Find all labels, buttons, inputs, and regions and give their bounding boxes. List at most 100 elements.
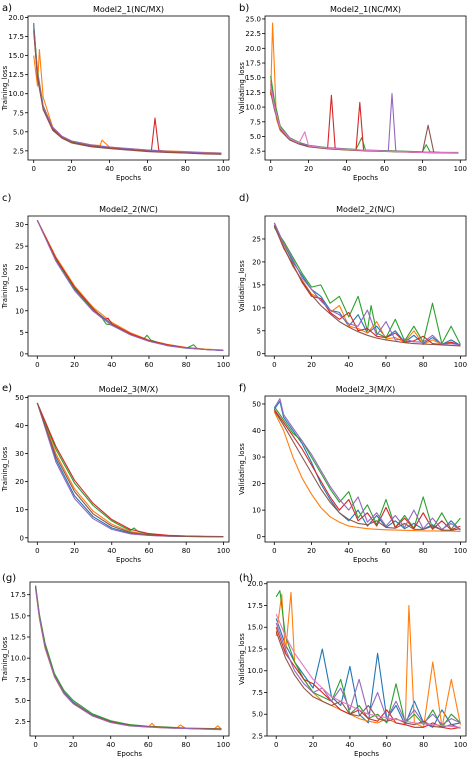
- y-tick-label: 50: [252, 400, 261, 408]
- y-tick-label: 50: [15, 394, 24, 402]
- chart-svg: 0 20 40 60 80 100 2.5 5.0 7.5 10.0 12.5 15.0 17.5 20.…: [238, 573, 467, 758]
- y-tick-label: 20: [252, 480, 261, 488]
- chart-title: Model2_3(M/X): [99, 385, 159, 394]
- series-line: [275, 618, 461, 728]
- x-tick-label: 0: [274, 741, 278, 749]
- x-tick-label: 80: [181, 165, 190, 173]
- series-line: [35, 586, 222, 730]
- series-line: [36, 402, 224, 538]
- x-tick-label: 80: [419, 547, 428, 555]
- x-tick-label: 100: [454, 165, 467, 173]
- x-axis-label: Epochs: [353, 556, 378, 564]
- x-tick-label: 20: [309, 741, 318, 749]
- x-tick-label: 60: [143, 165, 152, 173]
- x-tick-label: 80: [418, 165, 427, 173]
- y-tick-label: 17.5: [245, 60, 261, 68]
- chart-title: Model2_1(NC/MX): [330, 5, 401, 14]
- y-tick-label: 10.0: [245, 104, 261, 112]
- x-tick-label: 20: [67, 165, 76, 173]
- chart-svg: 0 20 40 60 80 100 0 10 20 30 40 50 Model2_3(M/X) Epoc…: [1, 383, 230, 564]
- y-tick-label: 20.0: [8, 14, 24, 22]
- x-tick-label: 20: [307, 361, 316, 369]
- x-axis-label: Epochs: [354, 750, 379, 758]
- plot-frame: [264, 15, 467, 161]
- series-line: [35, 587, 222, 730]
- x-tick-label: 0: [33, 741, 37, 749]
- y-tick-label: 15.0: [10, 612, 26, 620]
- x-tick-label: 60: [382, 361, 391, 369]
- chart-svg: 0 20 40 60 80 100 0 5 10 15 20 25 30 Model2_2(N/C) Tra…: [1, 193, 230, 369]
- y-tick-label: 22.5: [245, 30, 261, 38]
- x-tick-label: 0: [35, 361, 39, 369]
- y-tick-label: 12.5: [245, 89, 261, 97]
- chart-title: Model2_2(N/C): [99, 205, 158, 214]
- series-group: [33, 22, 222, 155]
- x-tick-label: 20: [70, 361, 79, 369]
- series-line: [270, 92, 459, 154]
- chart-svg: 0 20 40 60 80 100 2.5 5.0 7.5 10.0 12.5 15.0 17.5 20.…: [238, 3, 467, 182]
- series-line: [36, 402, 224, 538]
- x-tick-label: 80: [181, 741, 190, 749]
- y-tick-label: 5: [257, 327, 261, 335]
- chart-svg: 0 20 40 60 80 100 2.5 5.0 7.5 10.0 12.5 15.0 17.5 20.…: [1, 3, 230, 182]
- x-axis-label: Epochs: [116, 556, 141, 564]
- plot-frame: [264, 395, 467, 543]
- y-tick-label: 25.0: [245, 15, 261, 23]
- chart-panel-7: 0 20 40 60 80 100 2.5 5.0 7.5 10.0 12.5 15.0 17.5 20.…: [237, 570, 474, 760]
- series-group: [36, 220, 224, 352]
- x-tick-label: 0: [35, 547, 39, 555]
- panel-label: f): [239, 383, 247, 394]
- y-axis-label: Training_loss: [1, 65, 9, 111]
- x-tick-label: 60: [144, 741, 153, 749]
- series-group: [36, 402, 224, 538]
- y-tick-label: 10.0: [247, 667, 263, 675]
- y-tick-label: 2.5: [252, 733, 263, 741]
- y-tick-label: 20.0: [245, 45, 261, 53]
- y-tick-label: 20: [15, 478, 24, 486]
- x-tick-label: 60: [382, 741, 391, 749]
- plot-frame: [27, 215, 230, 357]
- plot-frame: [264, 215, 467, 357]
- y-axis-label: Validating_loss: [238, 260, 246, 312]
- y-tick-label: 7.5: [252, 689, 263, 697]
- series-line: [35, 588, 222, 730]
- y-tick-label: 10: [15, 506, 24, 514]
- panel-label: e): [2, 383, 12, 394]
- y-tick-label: 0: [257, 350, 261, 358]
- x-tick-label: 20: [304, 165, 313, 173]
- series-line: [36, 402, 224, 538]
- series-line: [36, 220, 224, 351]
- x-tick-label: 40: [106, 741, 115, 749]
- panel-label: a): [2, 3, 12, 14]
- panel-label: (h): [239, 573, 253, 584]
- panel-label: (g): [2, 573, 16, 584]
- x-tick-label: 0: [272, 361, 276, 369]
- series-line: [33, 28, 222, 155]
- y-tick-label: 5.0: [250, 133, 261, 141]
- x-tick-label: 40: [105, 165, 114, 173]
- y-tick-label: 30: [252, 454, 261, 462]
- x-tick-label: 100: [217, 361, 230, 369]
- y-tick-label: 20: [252, 258, 261, 266]
- chart-svg: 0 20 40 60 80 100 0 5 10 15 20 25 Model2_2(N/C) Valid…: [238, 193, 467, 369]
- y-tick-label: 2.5: [250, 148, 261, 156]
- x-tick-label: 100: [454, 547, 467, 555]
- x-tick-label: 80: [182, 361, 191, 369]
- x-tick-label: 20: [70, 547, 79, 555]
- x-tick-label: 100: [217, 547, 230, 555]
- series-line: [275, 590, 461, 728]
- y-tick-label: 10.0: [8, 90, 24, 98]
- y-tick-label: 12.5: [8, 71, 24, 79]
- series-line: [273, 222, 461, 346]
- x-tick-label: 100: [454, 361, 467, 369]
- x-tick-label: 100: [454, 741, 467, 749]
- series-line: [36, 220, 224, 351]
- y-tick-label: 40: [15, 422, 24, 430]
- series-line: [273, 398, 461, 531]
- y-tick-label: 40: [252, 427, 261, 435]
- y-axis-label: Validating_loss: [238, 633, 246, 685]
- x-tick-label: 40: [107, 547, 116, 555]
- chart-svg: 0 20 40 60 80 100 0 10 20 30 40 50 Model2_3(M/X) Epoc…: [238, 383, 467, 564]
- series-group: [273, 222, 461, 347]
- y-tick-label: 5.0: [252, 711, 263, 719]
